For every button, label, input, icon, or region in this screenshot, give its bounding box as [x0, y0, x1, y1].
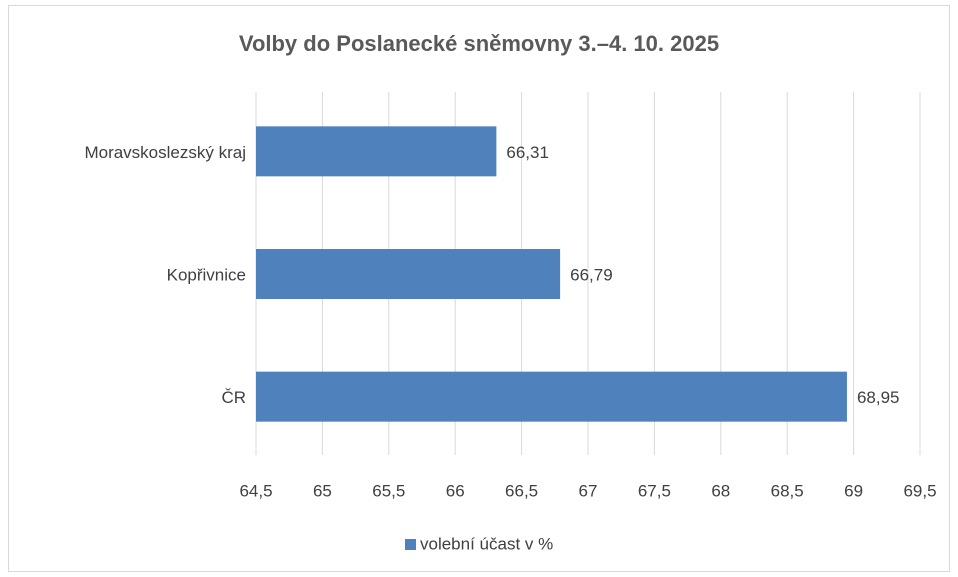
x-tick-label: 69,5: [903, 481, 936, 500]
x-tick-label: 68,5: [771, 481, 804, 500]
x-tick-label: 67: [579, 481, 598, 500]
x-tick-label: 66,5: [505, 481, 538, 500]
bar: [256, 126, 497, 177]
value-label: 66,79: [570, 265, 613, 284]
y-tick-label: Kopřivnice: [167, 265, 246, 284]
bar: [256, 249, 561, 299]
x-tick-label: 66: [446, 481, 465, 500]
x-tick-label: 67,5: [638, 481, 671, 500]
legend-swatch: [405, 539, 416, 550]
x-tick-label: 69: [844, 481, 863, 500]
y-tick-label: Moravskoslezský kraj: [84, 143, 246, 162]
legend-label: volební účast v %: [420, 534, 553, 553]
x-tick-label: 65,5: [372, 481, 405, 500]
x-tick-label: 65: [313, 481, 332, 500]
x-tick-label: 64,5: [239, 481, 272, 500]
y-tick-label: ČR: [221, 388, 246, 407]
bar: [256, 371, 847, 422]
value-label: 68,95: [857, 388, 900, 407]
value-label: 66,31: [506, 143, 549, 162]
chart-title: Volby do Poslanecké sněmovny 3.–4. 10. 2…: [239, 31, 719, 56]
x-tick-label: 68: [711, 481, 730, 500]
